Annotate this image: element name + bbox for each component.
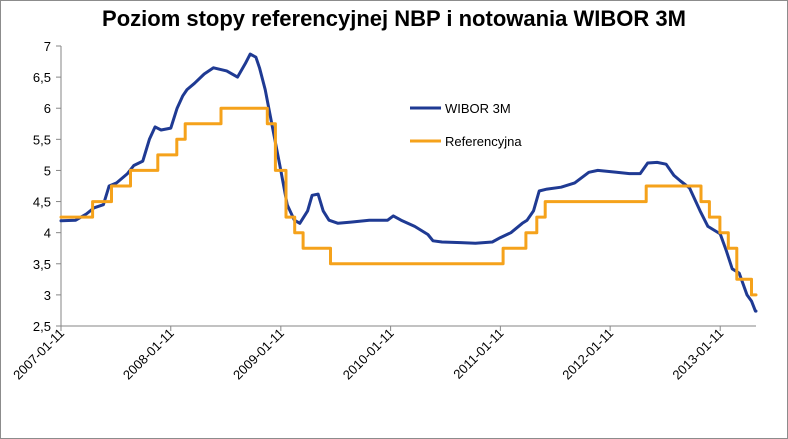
x-tick-label: 2009-01-11 [230,326,287,383]
legend-label-referencyjna: Referencyjna [445,134,522,149]
series-layer [59,52,758,313]
x-tick-label: 2010-01-11 [340,326,397,383]
y-tick-label: 3 [44,288,51,303]
y-tick-label: 6 [44,101,51,116]
y-tick-label: 5,5 [33,132,51,147]
y-tick-label: 2,5 [33,319,51,334]
legend-label-wibor-3m: WIBOR 3M [445,101,511,116]
y-tick-label: 4,5 [33,195,51,210]
x-tick-label: 2012-01-11 [559,326,616,383]
x-tick-label: 2008-01-11 [120,326,177,383]
x-tick-label: 2007-01-11 [10,326,67,383]
y-tick-label: 6,5 [33,70,51,85]
y-tick-label: 5 [44,163,51,178]
chart-title: Poziom stopy referencyjnej NBP i notowan… [102,6,686,31]
x-tick-label: 2011-01-11 [450,326,506,382]
legend: WIBOR 3M Referencyjna [410,101,522,149]
y-tick-label: 3,5 [33,257,51,272]
series-line-wibor-3m [59,52,758,313]
x-tick-label: 2013-01-11 [669,326,726,383]
series-line-referencyjna [59,106,758,297]
y-tick-label: 7 [44,39,51,54]
y-tick-label: 4 [44,226,51,241]
